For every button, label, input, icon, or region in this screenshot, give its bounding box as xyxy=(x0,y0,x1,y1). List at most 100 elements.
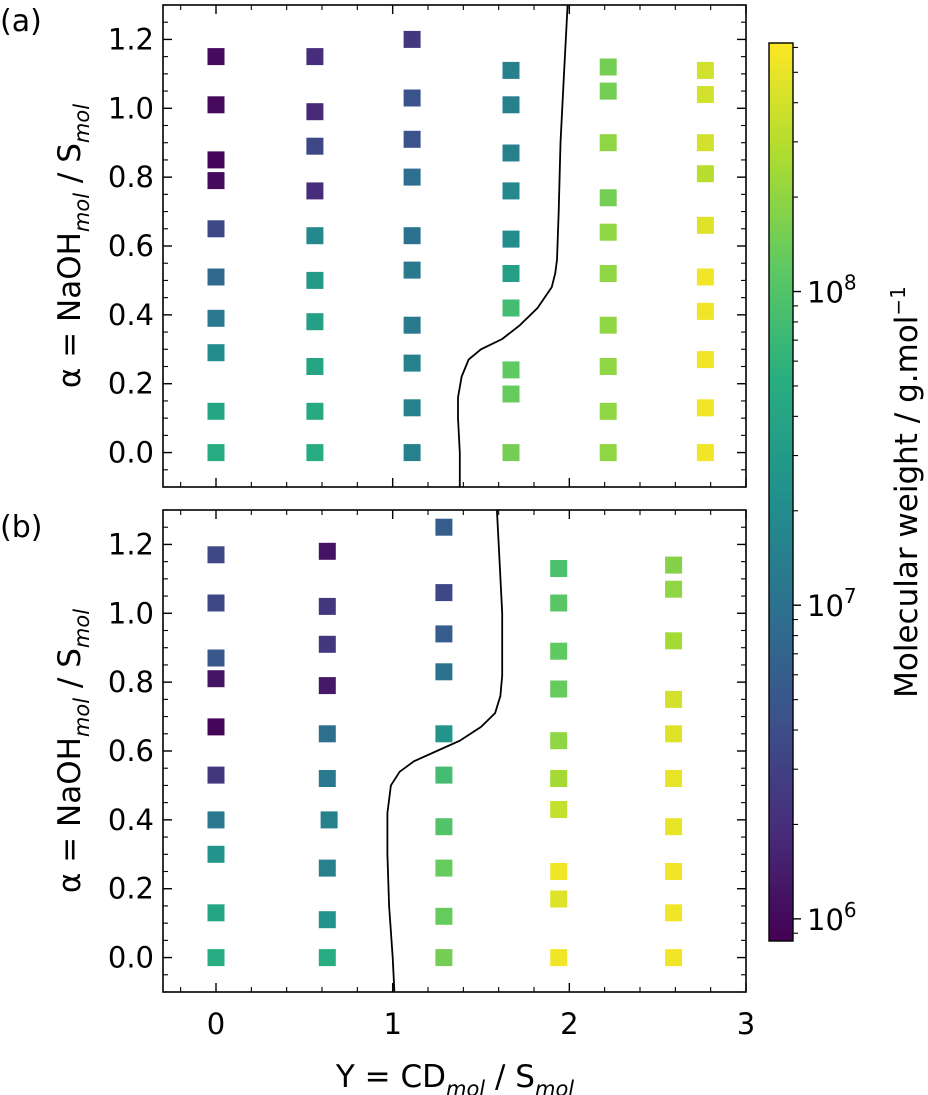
colorbar-tick-label: 106 xyxy=(807,898,857,937)
panel-b-boundary-line xyxy=(386,509,504,993)
panel-a-point xyxy=(502,385,520,403)
panel-b-x-tick-label: 0 xyxy=(207,1007,225,1041)
panel-b-point xyxy=(318,597,336,615)
panel-b-y-tick-label: 0.4 xyxy=(108,803,154,837)
panel-a-points xyxy=(207,30,714,462)
panel-b-point xyxy=(207,811,225,829)
panel-b-ticks: 0 1 2 3 0.0 0.2 0.4 0.6 0.8 1.0 1.2 xyxy=(108,509,755,1041)
panel-a-point xyxy=(696,302,714,320)
panel-a-ticks: 0.0 0.2 0.4 0.6 0.8 1.0 1.2 xyxy=(108,4,747,488)
panel-a-point xyxy=(403,354,421,372)
panel-b-point xyxy=(207,649,225,667)
panel-a-point xyxy=(599,444,617,462)
panel-a-point xyxy=(696,351,714,369)
panel-b-point xyxy=(550,801,568,818)
panel-a-point xyxy=(207,220,225,238)
panel-b-point xyxy=(318,770,336,787)
panel-a-point xyxy=(599,402,617,420)
panel-b-point xyxy=(550,642,568,660)
panel-b-point xyxy=(665,770,683,787)
panel-b-frame xyxy=(162,509,747,993)
panel-a-y-axis-label: α = NaOHmol / Smol xyxy=(52,104,94,388)
panel-a-point xyxy=(207,48,225,66)
panel-b-points xyxy=(207,518,683,967)
panel-b-point xyxy=(550,560,568,577)
panel-b-point xyxy=(318,859,336,877)
panel-b-y-tick-label: 0.2 xyxy=(108,872,154,906)
panel-b-point xyxy=(318,635,336,653)
panel-b-label: (b) xyxy=(0,510,42,545)
panel-a-point xyxy=(696,399,714,417)
panel-b-point xyxy=(665,949,683,967)
panel-a-point xyxy=(306,444,324,462)
panel-a-y-tick-label: 0.4 xyxy=(108,298,154,332)
colorbar-tick-label: 108 xyxy=(807,271,857,310)
panel-b-point xyxy=(207,845,225,863)
panel-a-point xyxy=(306,103,324,121)
panel-b-point xyxy=(318,949,336,967)
panel-b-y-tick-label: 0.0 xyxy=(108,941,154,975)
panel-b-point xyxy=(320,811,338,829)
panel-a-point xyxy=(502,265,520,282)
panel-a-point xyxy=(403,130,421,148)
panel-a-point xyxy=(599,223,617,241)
panel-a-point xyxy=(502,96,520,114)
panel-a-point xyxy=(306,358,324,375)
panel-a-point xyxy=(306,137,324,155)
panel-a-point xyxy=(599,265,617,282)
panel-a: 0.0 0.2 0.4 0.6 0.8 1.0 1.2 (a) α = NaOHmol / … xyxy=(0,4,747,488)
panel-b-point xyxy=(550,680,568,698)
panel-b-x-tick-label: 3 xyxy=(737,1007,755,1041)
panel-a-point xyxy=(502,230,520,248)
panel-b-x-tick-label: 2 xyxy=(560,1007,578,1041)
panel-a-boundary-line xyxy=(457,4,569,487)
panel-a-y-tick-label: 1.0 xyxy=(108,91,154,125)
panel-b-point xyxy=(550,594,568,612)
panel-b-y-tick-label: 0.8 xyxy=(108,665,154,699)
colorbar-gradient xyxy=(768,42,794,942)
panel-a-y-tick-label: 0.8 xyxy=(108,160,154,194)
panel-b-point xyxy=(207,949,225,967)
panel-a-point xyxy=(599,316,617,334)
panel-a-y-tick-label: 0.6 xyxy=(108,229,154,263)
panel-a-y-tick-label: 0.2 xyxy=(108,367,154,401)
panel-a-point xyxy=(502,444,520,462)
panel-b-point xyxy=(550,949,568,967)
panel-a-point xyxy=(207,444,225,462)
panel-a-point xyxy=(403,30,421,48)
panel-b-y-tick-label: 1.2 xyxy=(108,527,154,561)
panel-a-point xyxy=(403,261,421,279)
panel-a-point xyxy=(207,402,225,420)
panel-a-point xyxy=(403,444,421,462)
panel-a-point xyxy=(403,89,421,107)
panel-a-point xyxy=(306,48,324,66)
panel-b-point xyxy=(665,580,683,598)
panel-a-point xyxy=(502,182,520,200)
panel-a-point xyxy=(696,86,714,103)
panel-b-point xyxy=(435,949,453,967)
panel-b-point xyxy=(435,584,453,602)
panel-a-point xyxy=(599,358,617,375)
panel-b-point xyxy=(550,890,568,908)
panel-a-point xyxy=(696,268,714,286)
panel-b-point xyxy=(318,725,336,743)
panel-b-point xyxy=(550,770,568,787)
panel-b-point xyxy=(435,518,453,536)
panel-a-point xyxy=(696,61,714,79)
panel-a-point xyxy=(306,182,324,200)
panel-b-point xyxy=(665,904,683,922)
panel-b: 0 1 2 3 0.0 0.2 0.4 0.6 0.8 1.0 1.2 (b) α = NaOHmo… xyxy=(0,509,755,1041)
panel-b-point xyxy=(435,907,453,925)
panel-b-point xyxy=(665,632,683,650)
panel-b-point xyxy=(318,677,336,695)
panel-a-point xyxy=(207,96,225,114)
panel-a-point xyxy=(502,361,520,379)
panel-b-point xyxy=(435,818,453,836)
panel-b-point xyxy=(665,690,683,708)
panel-a-point xyxy=(599,189,617,207)
panel-b-point xyxy=(550,863,568,880)
x-axis-label: Y = CDmol / Smol xyxy=(335,1059,574,1095)
panel-b-point xyxy=(435,625,453,643)
panel-b-point xyxy=(665,863,683,880)
panel-a-point xyxy=(403,399,421,417)
